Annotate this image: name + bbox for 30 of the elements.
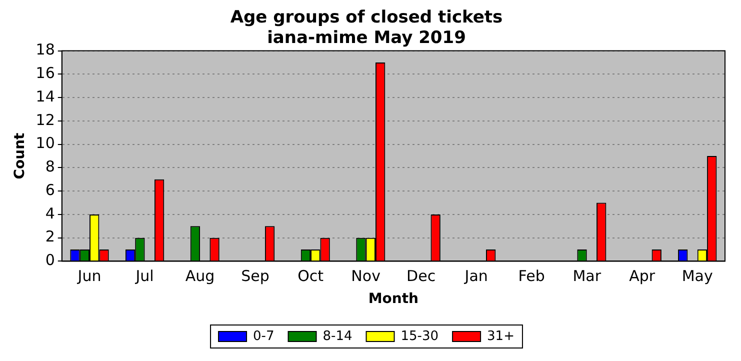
x-tick-label: Aug bbox=[185, 267, 215, 286]
y-axis-title: Count bbox=[12, 132, 28, 180]
legend-label: 15-30 bbox=[400, 328, 439, 344]
x-tick-label: Jun bbox=[76, 267, 102, 286]
x-tick-label: Feb bbox=[518, 267, 545, 286]
x-tick-label: Nov bbox=[351, 267, 381, 286]
y-tick-label: 12 bbox=[36, 110, 55, 129]
legend-label: 0-7 bbox=[253, 328, 274, 344]
y-tick-label: 6 bbox=[45, 180, 55, 199]
x-tick-label: Jul bbox=[134, 267, 154, 286]
x-tick-label: Oct bbox=[298, 267, 324, 286]
chart-title: Age groups of closed tickets bbox=[230, 8, 503, 28]
y-tick-label: 14 bbox=[36, 87, 55, 106]
legend-label: 8-14 bbox=[322, 328, 352, 344]
y-tick-label: 0 bbox=[45, 251, 55, 270]
y-tick-label: 2 bbox=[45, 228, 55, 246]
x-tick-label: May bbox=[682, 267, 713, 286]
x-tick-label: Apr bbox=[629, 267, 656, 286]
x-axis-title: Month bbox=[368, 291, 419, 308]
x-tick-label: Dec bbox=[406, 267, 436, 286]
y-tick-label: 18 bbox=[36, 40, 55, 59]
legend-label: 31+ bbox=[487, 328, 514, 344]
x-tick-label: Jan bbox=[464, 267, 488, 286]
x-tick-label: Mar bbox=[572, 267, 602, 286]
y-tick-label: 16 bbox=[36, 64, 55, 82]
y-tick-label: 10 bbox=[36, 134, 55, 152]
y-tick-label: 4 bbox=[45, 204, 55, 222]
y-tick-label: 8 bbox=[45, 158, 55, 176]
chart-subtitle: iana-mime May 2019 bbox=[267, 28, 466, 48]
x-tick-label: Sep bbox=[241, 267, 270, 286]
